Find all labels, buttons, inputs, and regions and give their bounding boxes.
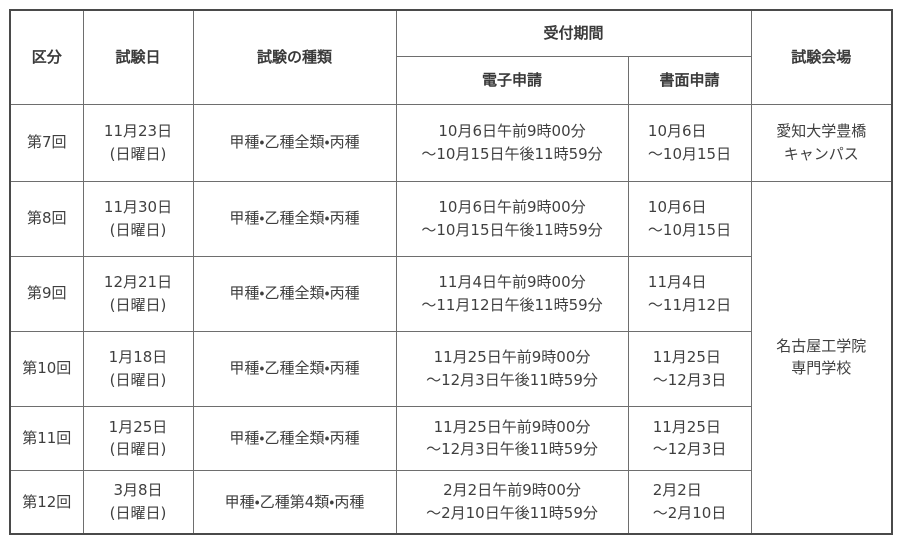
exam-date-cell: 12月21日 (日曜日) — [82, 255, 194, 332]
paper-period-line2: 〜10月15日 — [647, 220, 732, 239]
category-cell: 第10回 — [9, 330, 84, 407]
exam-type-cell: 甲種・乙種第4類・丙種 — [192, 469, 397, 535]
exam-date-cell: 1月25日 (日曜日) — [82, 405, 194, 471]
exam-date-line2: (日曜日) — [109, 220, 167, 239]
header-exam-date: 試験日 — [82, 9, 194, 105]
header-application-period: 受付期間 — [395, 9, 752, 57]
header-paper-application: 書面申請 — [627, 55, 752, 105]
electronic-period-cell: 10月6日午前9時00分 〜10月15日午後11時59分 — [395, 180, 629, 257]
electronic-period-cell: 2月2日午前9時00分 〜2月10日午後11時59分 — [395, 469, 629, 535]
electronic-period-line1: 10月6日午前9時00分 — [438, 198, 586, 216]
category-cell: 第12回 — [9, 469, 84, 535]
paper-period-cell: 10月6日 〜10月15日 — [627, 180, 752, 257]
venue-line2: 専門学校 — [791, 359, 852, 378]
category-cell: 第9回 — [9, 255, 84, 332]
electronic-period-line2: 〜12月3日午後11時59分 — [426, 370, 598, 389]
paper-period-line2: 〜10月15日 — [647, 144, 732, 163]
paper-period-cell: 11月25日 〜12月3日 — [627, 330, 752, 407]
electronic-period-line2: 〜10月15日午後11時59分 — [421, 220, 603, 239]
electronic-period-cell: 10月6日午前9時00分 〜10月15日午後11時59分 — [395, 103, 629, 182]
paper-period-line2: 〜2月10日 — [652, 503, 727, 522]
exam-date-line2: (日曜日) — [109, 370, 167, 389]
paper-period-line2: 〜11月12日 — [647, 295, 732, 314]
category-cell: 第11回 — [9, 405, 84, 471]
venue-line1: 名古屋工学院 — [776, 336, 867, 355]
exam-type-cell: 甲種・乙種全類・丙種 — [192, 103, 397, 182]
exam-date-cell: 11月30日 (日曜日) — [82, 180, 194, 257]
paper-period-cell: 11月25日 〜12月3日 — [627, 405, 752, 471]
electronic-period-line1: 11月25日午前9時00分 — [433, 417, 591, 436]
header-electronic-application: 電子申請 — [395, 55, 629, 105]
exam-date-line1: 11月30日 — [103, 198, 173, 216]
exam-date-line1: 1月18日 — [108, 348, 168, 366]
exam-date-line1: 1月25日 — [108, 417, 168, 436]
paper-period-line1: 11月25日 — [652, 417, 721, 436]
paper-period-line1: 2月2日 — [652, 481, 702, 500]
electronic-period-line2: 〜10月15日午後11時59分 — [421, 144, 603, 163]
paper-period-line1: 10月6日 — [647, 122, 707, 140]
table-row: 第10回 1月18日 (日曜日) 甲種・乙種全類・丙種 11月25日午前9時00… — [9, 330, 892, 407]
paper-period-line2: 〜12月3日 — [652, 370, 727, 389]
exam-date-line1: 3月8日 — [113, 481, 163, 500]
paper-period-cell: 2月2日 〜2月10日 — [627, 469, 752, 535]
exam-date-cell: 3月8日 (日曜日) — [82, 469, 194, 535]
exam-type-cell: 甲種・乙種全類・丙種 — [192, 180, 397, 257]
electronic-period-line2: 〜12月3日午後11時59分 — [426, 440, 598, 458]
venue-cell: 愛知大学豊橋 キャンパス — [750, 103, 893, 182]
table-row: 第12回 3月8日 (日曜日) 甲種・乙種第4類・丙種 2月2日午前9時00分 … — [9, 469, 892, 535]
header-category: 区分 — [9, 9, 84, 105]
table-row: 第7回 11月23日 (日曜日) 甲種・乙種全類・丙種 10月6日午前9時00分… — [9, 103, 893, 182]
electronic-period-line1: 2月2日午前9時00分 — [443, 481, 581, 500]
exam-type-cell: 甲種・乙種全類・丙種 — [192, 405, 397, 471]
venue-cell-merged: 名古屋工学院 専門学校 — [750, 180, 893, 535]
electronic-period-line2: 〜11月12日午後11時59分 — [421, 295, 603, 314]
exam-type-cell: 甲種・乙種全類・丙種 — [192, 255, 397, 332]
header-venue: 試験会場 — [750, 9, 893, 105]
electronic-period-line2: 〜2月10日午後11時59分 — [426, 503, 598, 522]
exam-date-line2: (日曜日) — [109, 440, 167, 458]
paper-period-line2: 〜12月3日 — [652, 440, 727, 458]
electronic-period-line1: 10月6日午前9時00分 — [438, 122, 586, 140]
paper-period-cell: 10月6日 〜10月15日 — [627, 103, 752, 182]
exam-type-cell: 甲種・乙種全類・丙種 — [192, 330, 397, 407]
electronic-period-cell: 11月25日午前9時00分 〜12月3日午後11時59分 — [395, 330, 629, 407]
paper-period-cell: 11月4日 〜11月12日 — [627, 255, 752, 332]
category-cell: 第8回 — [9, 180, 84, 257]
exam-date-line1: 12月21日 — [103, 273, 173, 291]
paper-period-line1: 10月6日 — [647, 198, 707, 216]
table-row: 第9回 12月21日 (日曜日) 甲種・乙種全類・丙種 11月4日午前9時00分… — [9, 255, 892, 332]
exam-date-cell: 1月18日 (日曜日) — [82, 330, 194, 407]
exam-date-line2: (日曜日) — [109, 295, 167, 314]
category-cell: 第7回 — [9, 103, 84, 182]
electronic-period-cell: 11月25日午前9時00分 〜12月3日午後11時59分 — [395, 405, 629, 471]
table-row: 第11回 1月25日 (日曜日) 甲種・乙種全類・丙種 11月25日午前9時00… — [9, 405, 892, 471]
paper-period-line1: 11月25日 — [652, 348, 721, 366]
exam-date-line2: (日曜日) — [109, 503, 167, 522]
exam-date-line2: (日曜日) — [109, 144, 167, 163]
exam-date-cell: 11月23日 (日曜日) — [82, 103, 194, 182]
venue-line2: キャンパス — [783, 144, 859, 163]
paper-period-line1: 11月4日 — [647, 273, 707, 291]
venue-line1: 愛知大学豊橋 — [776, 122, 867, 140]
exam-schedule-table: 区分 試験日 試験の種類 受付期間 試験会場 電子申請 書面申請 第7回 11月… — [9, 9, 894, 535]
table-row: 第8回 11月30日 (日曜日) 甲種・乙種全類・丙種 10月6日午前9時00分… — [9, 180, 893, 535]
electronic-period-line1: 11月4日午前9時00分 — [438, 273, 586, 291]
electronic-period-line1: 11月25日午前9時00分 — [433, 348, 591, 366]
electronic-period-cell: 11月4日午前9時00分 〜11月12日午後11時59分 — [395, 255, 629, 332]
exam-date-line1: 11月23日 — [103, 122, 173, 140]
header-exam-type: 試験の種類 — [192, 9, 397, 105]
